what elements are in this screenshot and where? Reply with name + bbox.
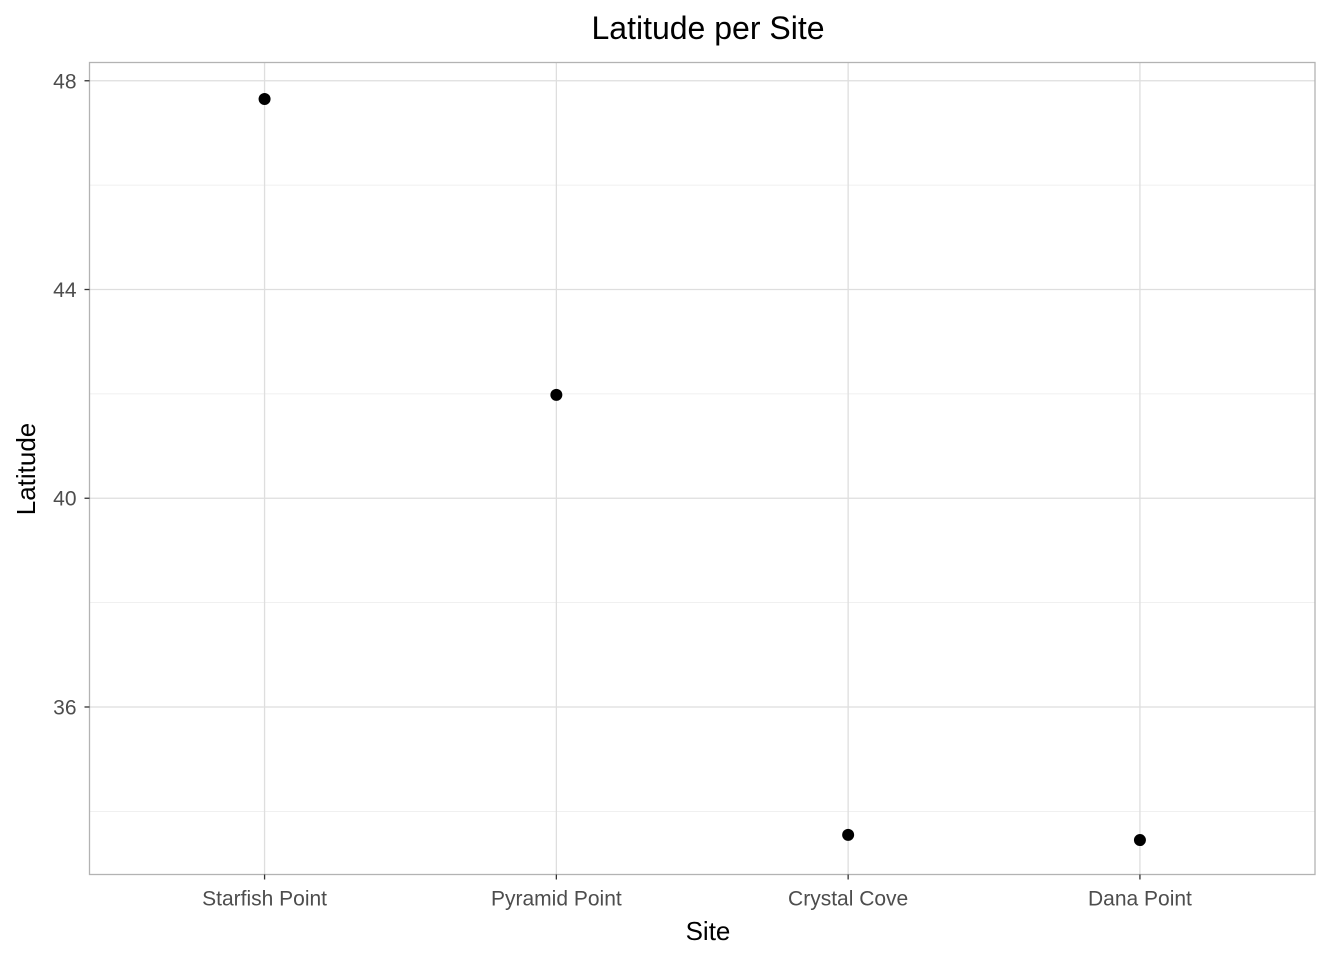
y-tick-label: 40 bbox=[53, 488, 76, 511]
x-tick-label: Crystal Cove bbox=[788, 888, 908, 911]
panel-background bbox=[89, 62, 1315, 875]
minor-gridlines bbox=[89, 184, 1315, 812]
data-point bbox=[258, 93, 271, 106]
x-axis-title: Site bbox=[686, 916, 731, 946]
y-axis-title: Latitude bbox=[11, 423, 41, 516]
data-point bbox=[550, 388, 563, 401]
x-tick-label: Dana Point bbox=[1088, 888, 1192, 911]
major-gridlines bbox=[89, 62, 1315, 875]
y-tick-label: 44 bbox=[53, 279, 77, 302]
y-tick-label: 48 bbox=[53, 70, 76, 93]
x-axis-ticks: Starfish Point Pyramid Point Crystal Cove D… bbox=[202, 874, 1192, 911]
y-tick-label: 36 bbox=[53, 696, 76, 719]
data-points bbox=[258, 93, 1146, 847]
data-point bbox=[842, 828, 855, 841]
data-point bbox=[1133, 834, 1146, 847]
y-axis-ticks: 36 40 44 48 bbox=[53, 70, 90, 719]
x-tick-label: Pyramid Point bbox=[491, 888, 622, 911]
x-tick-label: Starfish Point bbox=[202, 888, 327, 911]
chart-title: Latitude per Site bbox=[591, 10, 824, 46]
panel-border bbox=[88, 61, 1316, 876]
